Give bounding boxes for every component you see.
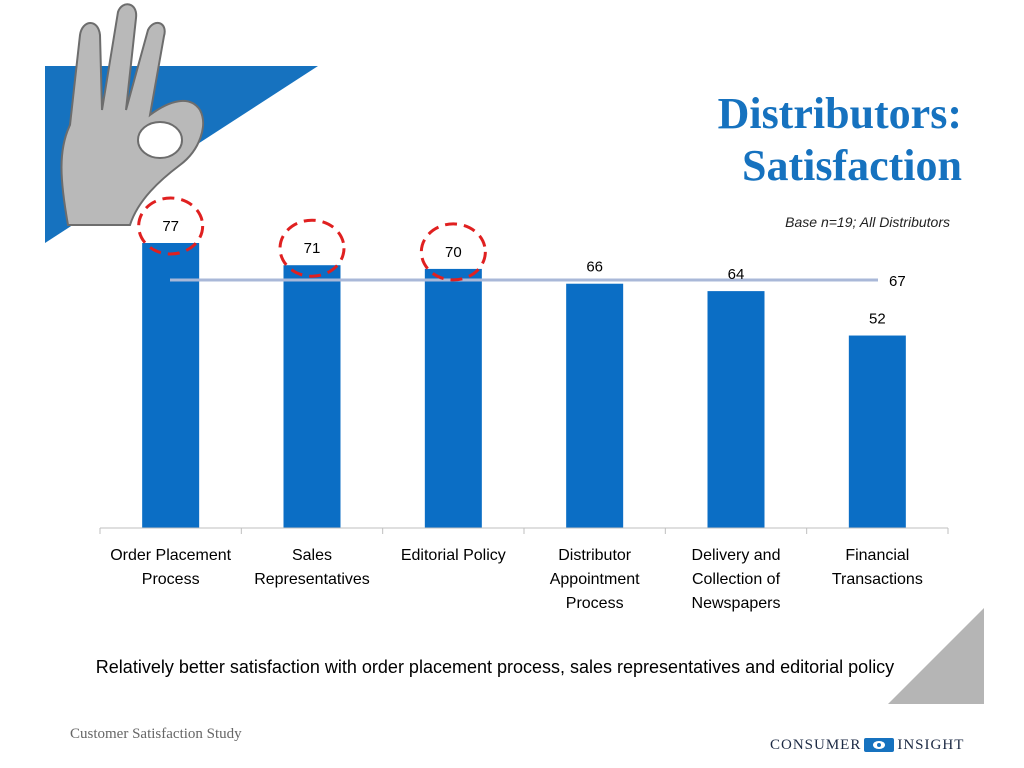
bar xyxy=(142,243,200,528)
category-label: Order Placement Process xyxy=(110,547,231,588)
highlight-circle xyxy=(278,218,346,278)
category-label: Editorial Policy xyxy=(401,547,506,564)
logo-text-left: CONSUMER xyxy=(770,736,862,753)
data-label: 77 xyxy=(162,218,179,235)
data-label: 70 xyxy=(445,244,462,261)
eye-icon xyxy=(864,738,895,752)
category-label: Financial Transactions xyxy=(832,547,923,588)
highlight-circle xyxy=(419,222,487,282)
data-label: 52 xyxy=(869,311,886,328)
category-label: Sales Representatives xyxy=(254,547,370,588)
category-label: Distributor Appointment Process xyxy=(550,547,640,612)
conclusion-text: Relatively better satisfaction with orde… xyxy=(95,657,895,677)
logo-text-right: INSIGHT xyxy=(897,736,965,753)
corner-triangle-decoration xyxy=(888,608,984,704)
average-label: 67 xyxy=(889,273,906,290)
title-line: Distributors: xyxy=(717,89,962,138)
category-label: Delivery and Collection of Newspapers xyxy=(692,547,781,612)
title-line: Satisfaction xyxy=(742,141,962,190)
bar xyxy=(283,265,341,528)
bar xyxy=(707,291,765,528)
bar xyxy=(566,283,624,528)
base-note: Base n=19; All Distributors xyxy=(785,214,950,230)
page-title: Distributors: Satisfaction xyxy=(562,88,962,192)
satisfaction-bar-chart: 67 77 Order Placement Process 71 Sales Represe… xyxy=(99,196,949,612)
footer-study-name: Customer Satisfaction Study xyxy=(70,726,242,742)
ok-hand-icon xyxy=(60,3,205,226)
data-label: 71 xyxy=(304,240,321,257)
bar xyxy=(848,335,906,528)
data-label: 64 xyxy=(728,266,745,283)
consumer-insight-logo: CONSUMER INSIGHT xyxy=(770,735,964,755)
bar xyxy=(424,268,482,528)
highlight-circle xyxy=(137,196,205,256)
data-label: 66 xyxy=(586,259,603,276)
